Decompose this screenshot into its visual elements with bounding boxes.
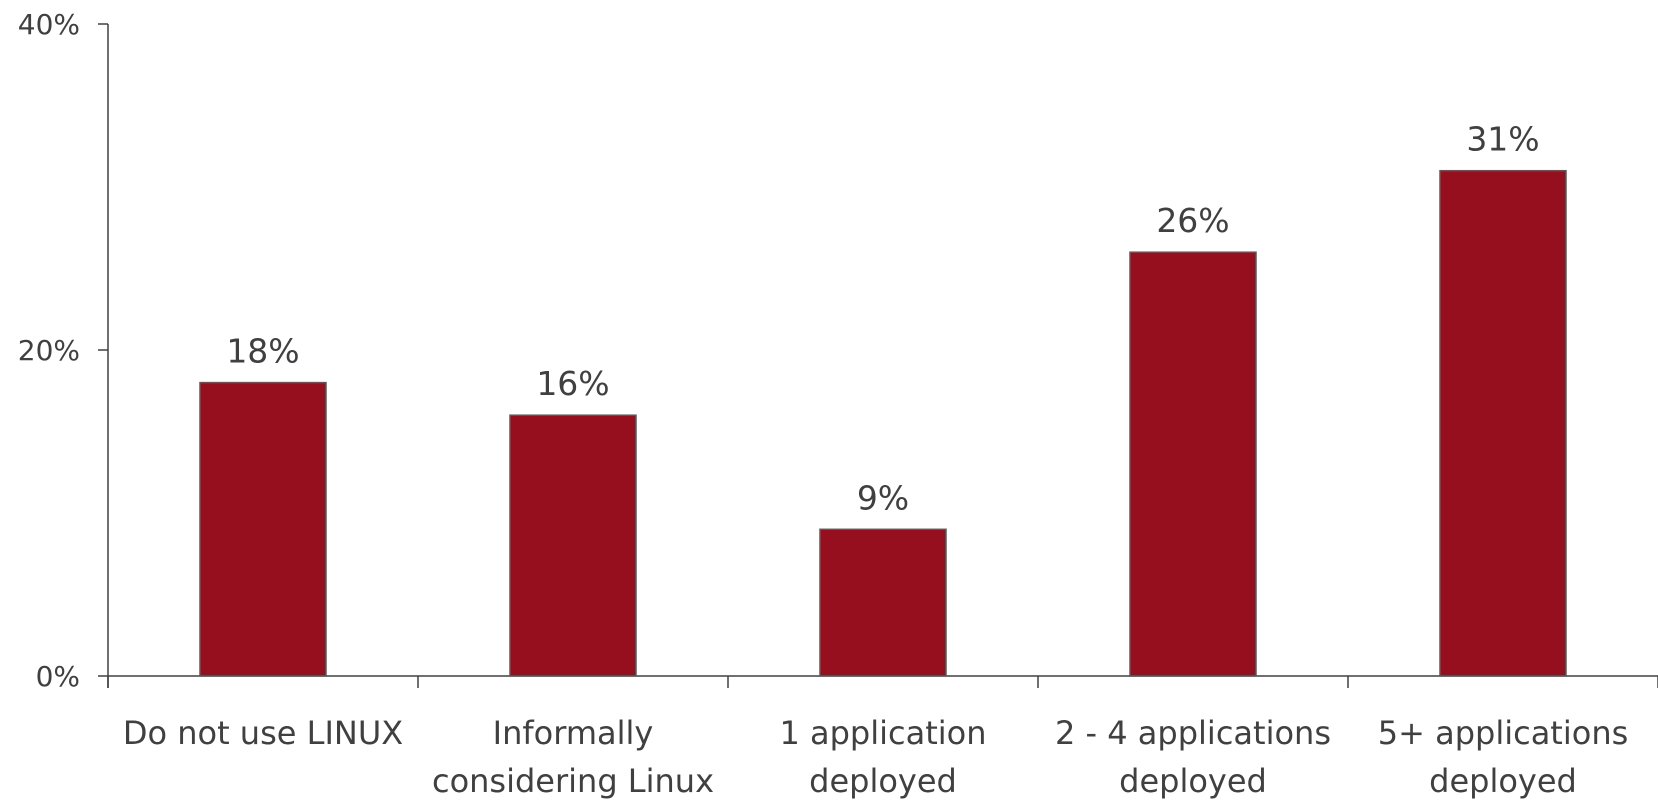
bars <box>199 169 1567 677</box>
x-category-label: considering Linux <box>432 762 714 800</box>
x-axis-labels: Do not use LINUX Informally considering Li… <box>123 714 1628 800</box>
data-label: 9% <box>857 478 909 517</box>
x-category-label: deployed <box>1429 762 1577 800</box>
data-label: 26% <box>1156 201 1229 240</box>
x-category-label: deployed <box>809 762 957 800</box>
data-label: 18% <box>226 332 299 371</box>
bar <box>819 528 947 677</box>
x-category-label: Do not use LINUX <box>123 714 403 752</box>
x-category-label: deployed <box>1119 762 1267 800</box>
bar <box>199 381 327 677</box>
bar <box>1439 169 1567 677</box>
x-category-label: Informally <box>493 714 654 752</box>
bar <box>509 414 637 677</box>
data-labels: 18% 16% 9% 26% 31% <box>226 120 1539 518</box>
bar <box>1129 251 1257 677</box>
y-axis-ticks: 0% 20% 40% <box>18 8 108 693</box>
data-label: 31% <box>1466 120 1539 159</box>
x-category-label: 5+ applications <box>1378 714 1629 752</box>
y-tick-label: 0% <box>36 660 80 693</box>
x-category-label: 1 application <box>779 714 986 752</box>
y-tick-label: 20% <box>18 334 80 367</box>
x-category-label: 2 - 4 applications <box>1055 714 1331 752</box>
data-label: 16% <box>536 364 609 403</box>
y-tick-label: 40% <box>18 8 80 41</box>
